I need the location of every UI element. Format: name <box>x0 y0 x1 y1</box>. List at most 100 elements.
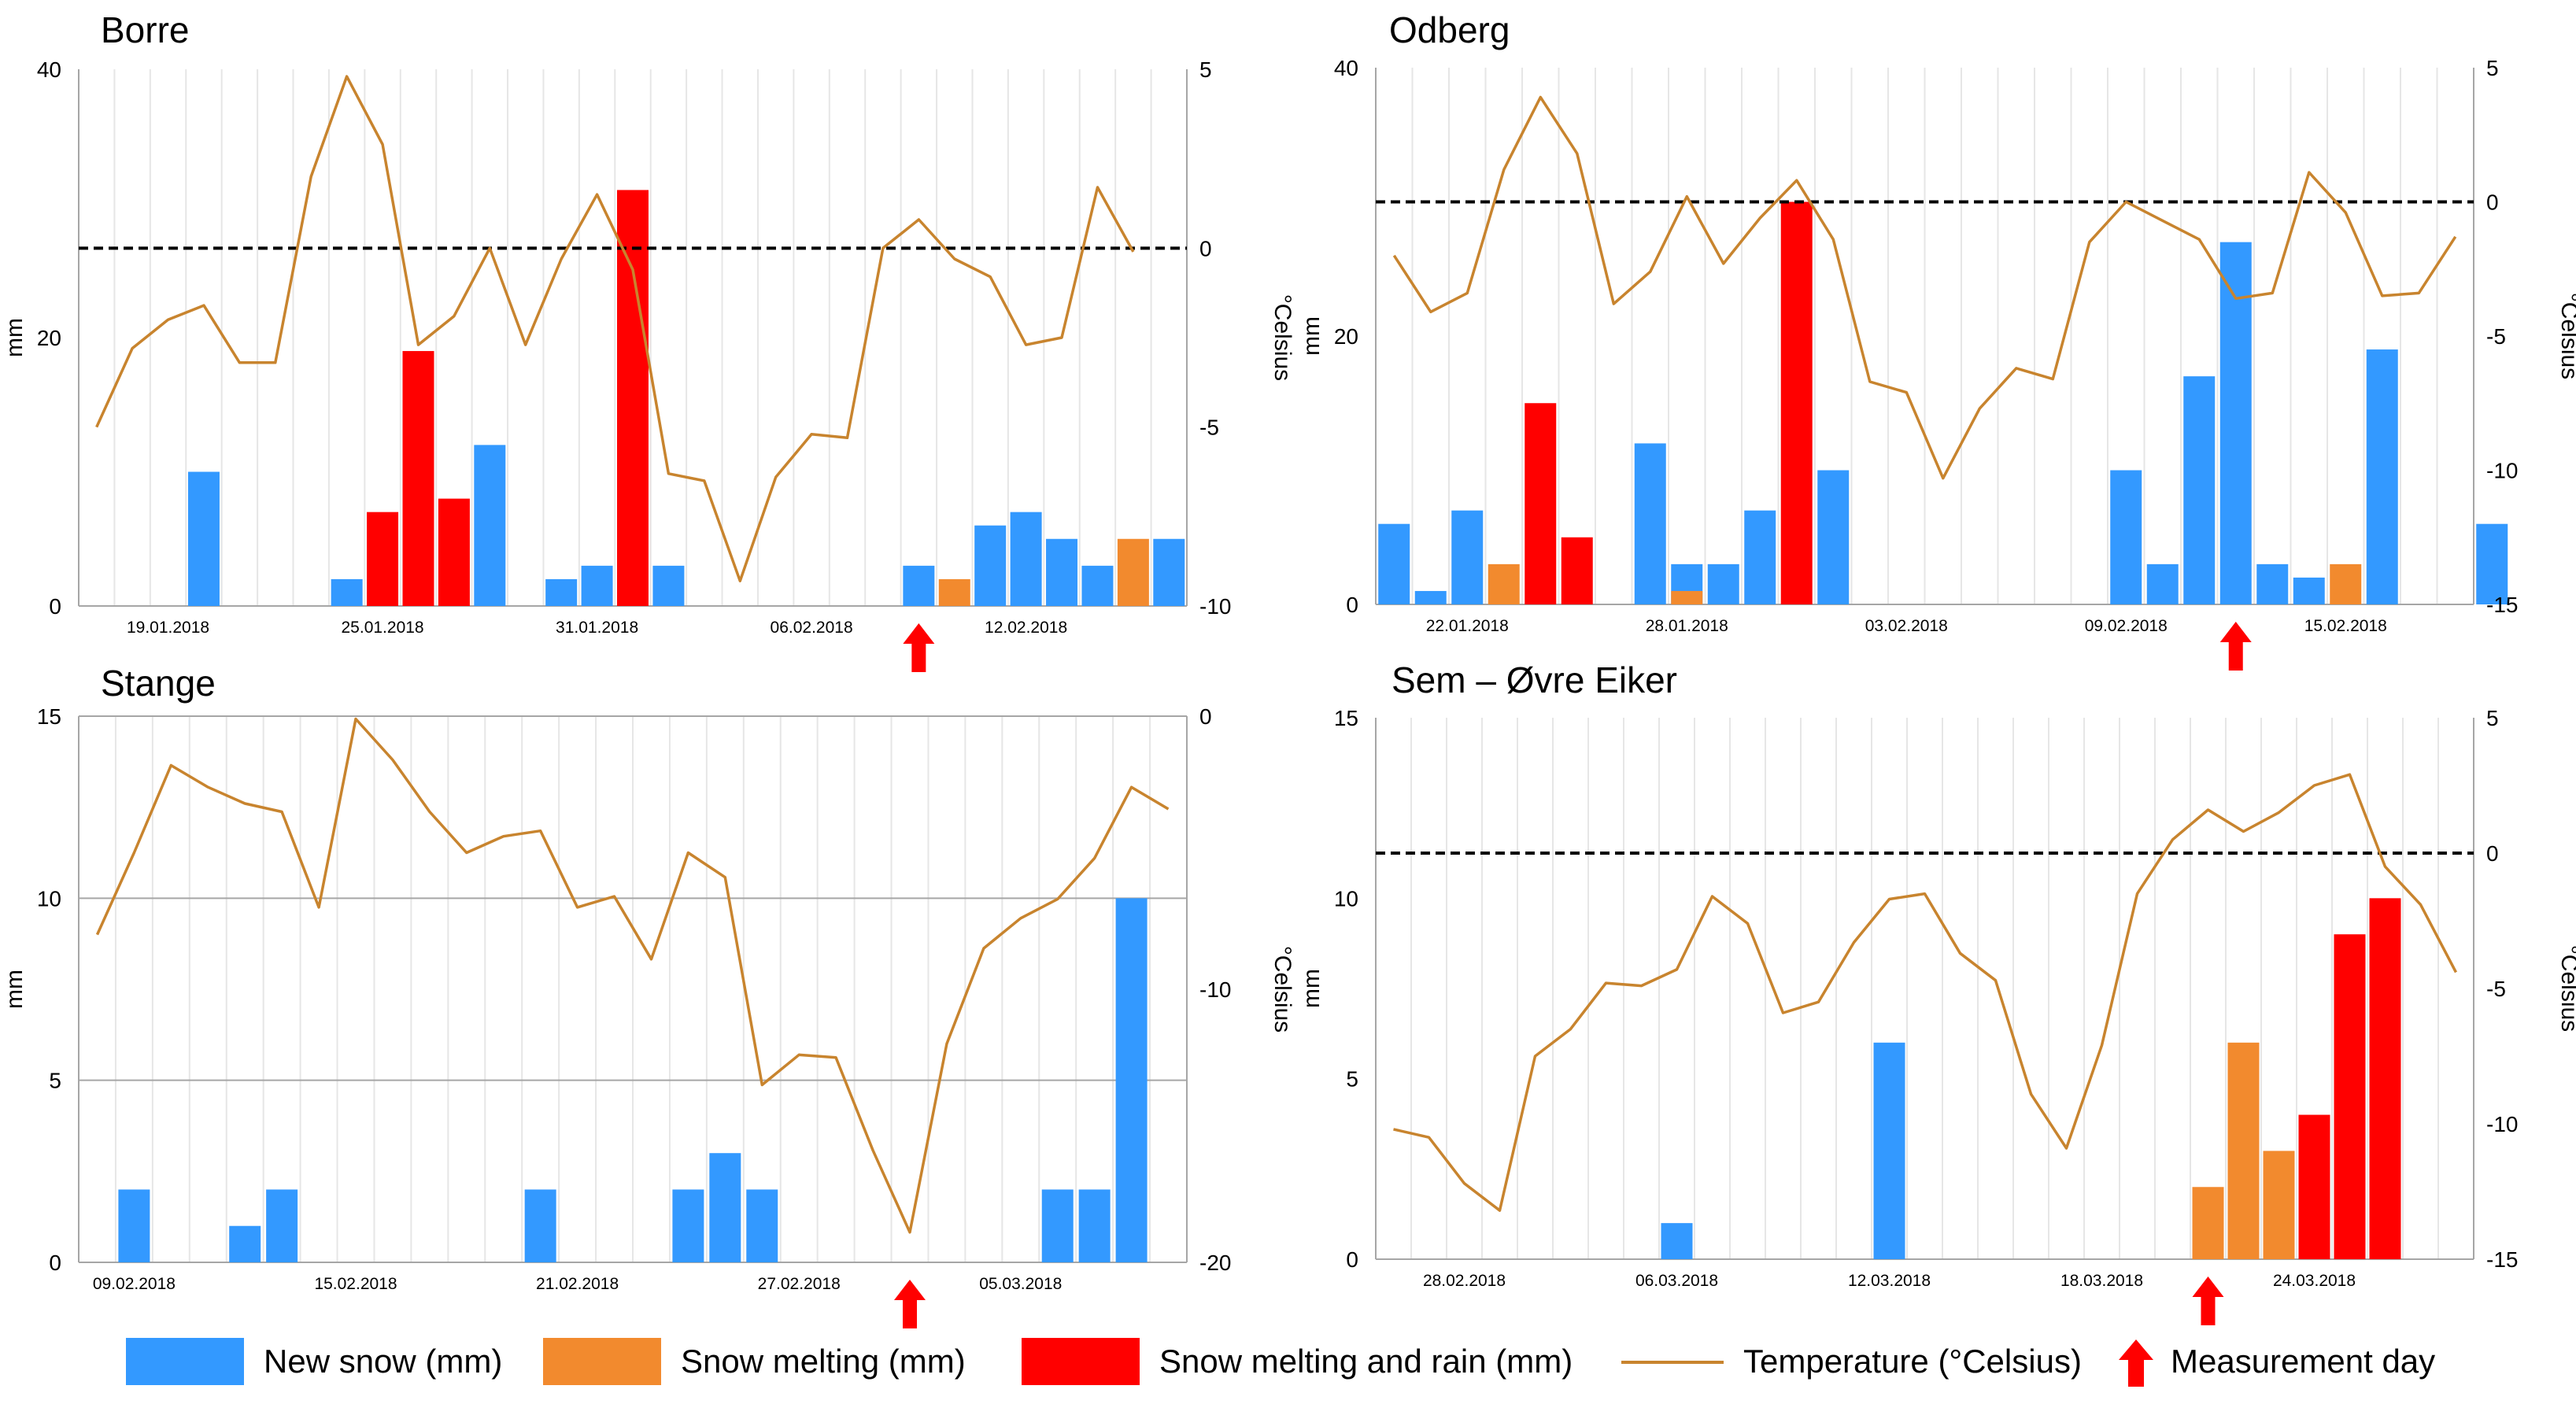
panel-title: Borre <box>101 9 189 50</box>
bar-new-snow <box>524 1189 556 1262</box>
x-tick-label: 09.02.2018 <box>2085 617 2168 635</box>
bar-new-snow <box>1046 538 1078 606</box>
temperature-line <box>1392 95 2457 480</box>
measurement-day-arrow-icon <box>2219 622 2252 671</box>
legend-label-new-snow: New snow (mm) <box>264 1343 502 1380</box>
bar-new-snow <box>2293 577 2325 604</box>
y-axis-label: mm <box>1299 969 1325 1008</box>
legend-label-snow-melting: Snow melting (mm) <box>681 1343 966 1380</box>
y2-axis-label: °Celsius <box>1270 294 1295 381</box>
y2-tick-label: 5 <box>2486 706 2499 730</box>
y-tick-label: 40 <box>37 57 61 82</box>
chart-panel-1: 0 20 40 -10 -5 0 5 19.01.2018 25.01.2018 31.01.20… <box>2 9 1295 672</box>
legend: New snow (mm) Snow melting (mm) Snow mel… <box>126 1338 2435 1387</box>
x-tick-label: 21.02.2018 <box>536 1275 619 1293</box>
y-tick-label: 0 <box>1346 593 1358 617</box>
y2-tick-label: -5 <box>1199 416 1219 440</box>
bar-new-snow <box>1010 512 1042 606</box>
bar-snow-melting <box>2227 1042 2260 1259</box>
x-tick-label: 15.02.2018 <box>314 1275 397 1293</box>
y-tick-label: 0 <box>1346 1247 1358 1272</box>
bar-melt-rain <box>1525 403 1557 604</box>
bar-melt-rain <box>367 512 399 606</box>
y2-tick-label: 0 <box>2486 841 2499 866</box>
panel-title: Sem – Øvre Eiker <box>1391 660 1677 700</box>
legend-label-melt-rain: Snow melting and rain (mm) <box>1159 1343 1573 1380</box>
y2-tick-label: 0 <box>1199 236 1212 260</box>
x-tick-label: 15.02.2018 <box>2304 617 2387 635</box>
y-axis-label: mm <box>1299 316 1325 356</box>
legend-label-temperature: Temperature (°Celsius) <box>1743 1343 2082 1380</box>
bar-new-snow <box>118 1189 150 1262</box>
bar-new-snow <box>229 1225 261 1262</box>
y2-tick-label: 5 <box>2486 56 2499 80</box>
y2-tick-label: -5 <box>2486 977 2506 1001</box>
bar-new-snow <box>1744 510 1776 604</box>
temperature-line <box>1393 773 2458 1212</box>
y2-tick-label: -10 <box>2486 1112 2518 1136</box>
measurement-day-arrow-icon <box>2119 1339 2153 1387</box>
bar-snow-melting <box>1488 563 1520 604</box>
x-tick-label: 22.01.2018 <box>1426 617 1509 635</box>
y2-tick-label: -20 <box>1199 1251 1231 1275</box>
chart-panels: 0 20 40 -10 -5 0 5 19.01.2018 25.01.2018 31.01.20… <box>2 9 2576 1328</box>
bar-new-snow <box>1634 443 1666 604</box>
y2-tick-label: 0 <box>2486 190 2499 215</box>
measurement-day-arrow-icon <box>2192 1277 2224 1325</box>
bar-snow-melting <box>2192 1187 2224 1259</box>
legend-swatch-new-snow <box>126 1338 244 1385</box>
bar-new-snow <box>545 578 578 606</box>
bar-snow-melting <box>938 578 970 606</box>
bar-new-snow <box>1378 523 1410 604</box>
bar-new-snow <box>1661 1223 1693 1259</box>
y2-tick-label: -5 <box>2486 324 2506 349</box>
y-tick-label: 5 <box>49 1069 61 1093</box>
legend-label-measurement-day: Measurement day <box>2171 1343 2435 1380</box>
y2-tick-label: -10 <box>1199 594 1231 619</box>
bar-new-snow <box>1081 565 1114 606</box>
bar-new-snow <box>1041 1189 1074 1262</box>
bar-new-snow <box>2146 563 2179 604</box>
y2-axis-label: °Celsius <box>1270 946 1295 1033</box>
bar-new-snow <box>2183 376 2216 604</box>
measurement-day-arrow-icon <box>903 623 935 672</box>
bar-new-snow <box>187 471 220 606</box>
bar-new-snow <box>2110 470 2142 604</box>
temperature-line <box>95 75 1135 582</box>
y-tick-label: 5 <box>1346 1067 1358 1092</box>
bar-new-snow <box>974 525 1007 606</box>
bar-new-snow <box>652 565 685 606</box>
bar-new-snow <box>1414 590 1447 604</box>
y2-axis-label: °Celsius <box>2556 293 2576 379</box>
y-tick-label: 0 <box>49 594 61 619</box>
bar-new-snow <box>746 1189 778 1262</box>
bar-snow-melting <box>2263 1151 2295 1259</box>
x-tick-label: 12.03.2018 <box>1848 1272 1931 1290</box>
y-axis-label: mm <box>2 970 28 1009</box>
x-tick-label: 05.03.2018 <box>979 1275 1062 1293</box>
x-tick-label: 03.02.2018 <box>1865 617 1948 635</box>
bar-melt-rain <box>1780 201 1813 604</box>
y-tick-label: 40 <box>1334 56 1358 80</box>
y-tick-label: 0 <box>49 1251 61 1275</box>
bar-new-snow <box>581 565 613 606</box>
y2-tick-label: 5 <box>1199 57 1212 82</box>
bar-new-snow <box>266 1189 298 1262</box>
chart-panel-4: 0 5 10 15 -15 -10 -5 0 5 28.02.2018 06.03.2018 12.0… <box>1299 660 2576 1325</box>
bar-new-snow <box>2219 242 2252 604</box>
bar-melt-rain <box>402 351 434 606</box>
bar-new-snow <box>1153 538 1185 606</box>
y-tick-label: 15 <box>1334 706 1358 730</box>
y-tick-label: 15 <box>37 704 61 729</box>
bar-new-snow <box>331 578 363 606</box>
bar-melt-rain <box>1561 537 1593 604</box>
chart-panel-2: 0 20 40 -15 -10 -5 0 5 22.01.2018 28.01.2018 03.02… <box>1299 9 2576 671</box>
bar-snow-melting <box>1671 590 1703 604</box>
bar-new-snow <box>2476 523 2508 604</box>
bar-melt-rain <box>2369 898 2401 1259</box>
bar-new-snow <box>1873 1042 1905 1259</box>
bar-new-snow <box>1451 510 1484 604</box>
bar-new-snow <box>1707 563 1739 604</box>
y2-tick-label: -15 <box>2486 1247 2518 1272</box>
y2-tick-label: 0 <box>1199 704 1212 729</box>
